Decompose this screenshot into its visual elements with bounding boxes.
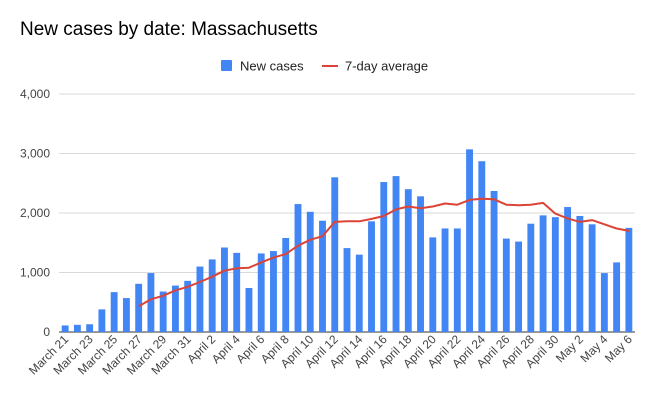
- bar: [368, 221, 375, 332]
- bar: [184, 280, 192, 332]
- bar: [135, 283, 143, 332]
- bar: [196, 266, 204, 332]
- bar: [306, 211, 314, 332]
- bar: [221, 247, 228, 332]
- y-tick-label: 3,000: [20, 147, 50, 161]
- bar: [294, 204, 302, 332]
- legend-label-new-cases: New cases: [240, 59, 304, 74]
- bar: [490, 190, 498, 332]
- bar: [625, 227, 633, 332]
- bar: [98, 309, 106, 332]
- legend-swatch-new-cases: [221, 60, 232, 71]
- bar: [539, 215, 547, 332]
- bar: [564, 207, 572, 332]
- bar: [245, 287, 253, 332]
- bar: [282, 237, 290, 332]
- bar: [208, 259, 216, 332]
- bar: [600, 273, 608, 332]
- chart-title: New cases by date: Massachusetts: [20, 19, 318, 40]
- bar: [171, 285, 179, 332]
- bar: [319, 220, 326, 332]
- bar: [478, 161, 486, 332]
- bar: [86, 324, 94, 332]
- avg-line-path: [138, 197, 630, 308]
- bar: [527, 223, 535, 332]
- bar: [551, 217, 559, 332]
- legend: New cases 7-day average: [221, 59, 428, 74]
- bar: [147, 273, 155, 332]
- bar: [429, 237, 437, 332]
- x-tick-label: May 6: [602, 332, 635, 365]
- bar: [404, 189, 412, 332]
- bar: [392, 176, 400, 332]
- bar: [576, 215, 584, 332]
- bars-new-cases: [61, 149, 633, 332]
- bar: [110, 292, 118, 332]
- bar: [613, 262, 621, 332]
- bar: [466, 149, 473, 332]
- bar: [270, 251, 277, 332]
- bar: [441, 228, 449, 332]
- bar: [502, 238, 510, 332]
- bar: [515, 241, 523, 332]
- bar: [159, 291, 167, 332]
- line-7-day-average: [138, 197, 630, 308]
- bar: [380, 182, 388, 332]
- y-tick-label: 0: [43, 325, 50, 339]
- bar: [233, 252, 241, 332]
- bar: [122, 298, 130, 332]
- bar: [257, 253, 265, 332]
- bar: [331, 177, 339, 332]
- bar: [73, 324, 81, 332]
- bar: [61, 325, 69, 332]
- legend-label-7-day-average: 7-day average: [345, 59, 428, 74]
- y-tick-label: 2,000: [20, 206, 50, 220]
- y-tick-label: 4,000: [20, 87, 50, 101]
- bar: [417, 196, 424, 332]
- bar: [588, 224, 596, 332]
- y-axis: 0 1,000 2,000 3,000 4,000: [20, 87, 50, 339]
- bar: [453, 228, 461, 332]
- bar: [355, 254, 363, 332]
- y-tick-label: 1,000: [20, 266, 50, 280]
- bar: [343, 248, 351, 332]
